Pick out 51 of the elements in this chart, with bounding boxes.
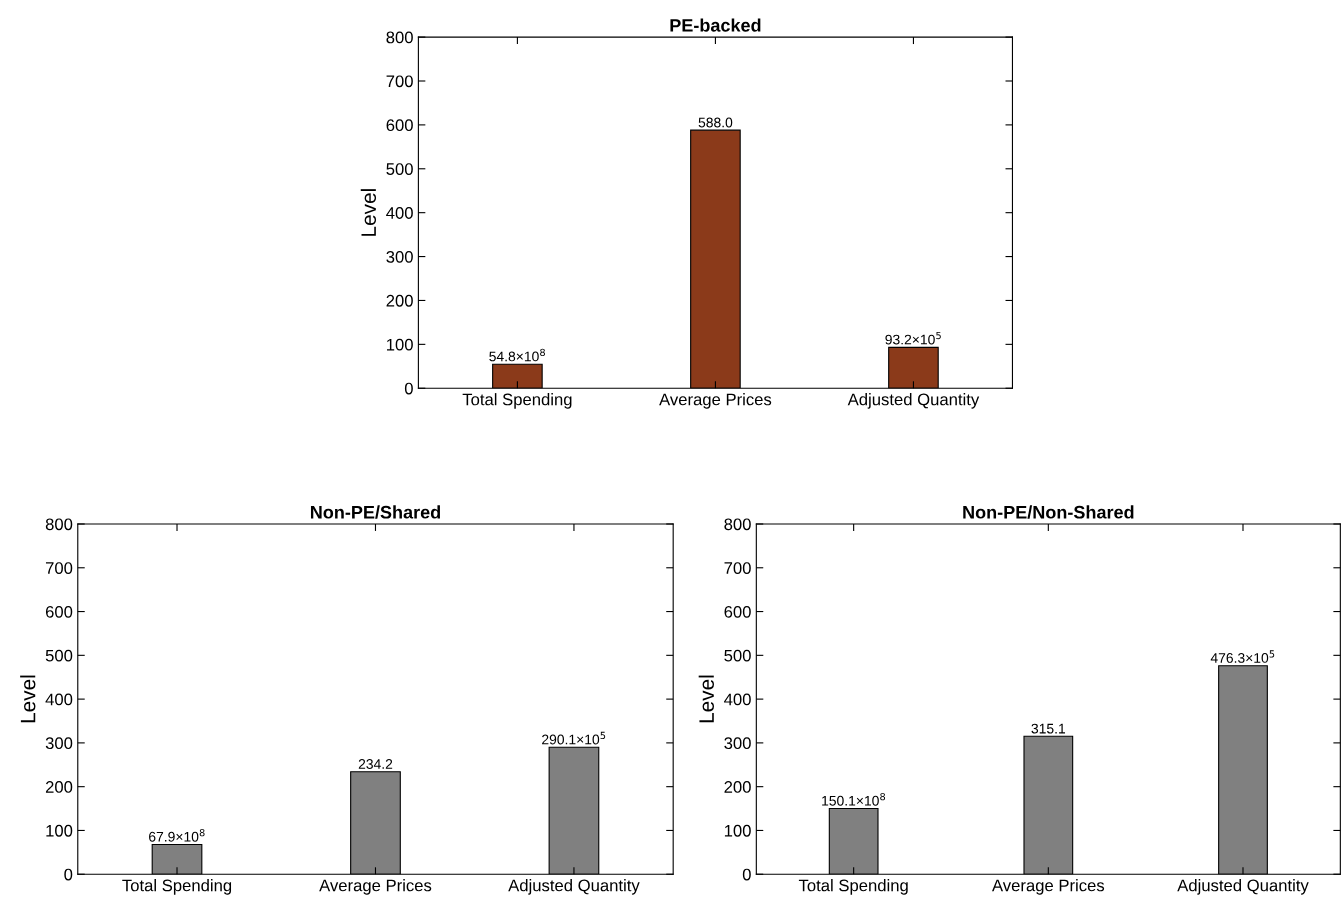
y-tick-label: 600 <box>45 605 73 618</box>
y-tick-label: 700 <box>724 562 751 574</box>
y-tick-label: 800 <box>45 518 73 531</box>
y-tick-label: 300 <box>45 737 73 750</box>
y-tick-label: 500 <box>45 649 73 662</box>
text: 150.1×10$^{8}$ <box>822 793 886 806</box>
x-tick-label: Total Spending <box>122 879 232 895</box>
y-tick-label: 600 <box>724 605 751 618</box>
y-tick-label: 0 <box>64 868 73 881</box>
text: 290.1×10$^{5}$ <box>542 731 606 745</box>
x-tick-label: Total Spending <box>798 879 908 895</box>
y-tick-label: 0 <box>742 868 751 881</box>
y-tick-label: 400 <box>386 207 413 219</box>
x-tick-label: Average Prices <box>319 879 432 895</box>
y-tick-label: 800 <box>724 518 751 531</box>
y-tick-label: 200 <box>45 781 73 793</box>
y-tick-label: 0 <box>404 382 413 395</box>
y-tick-label: 800 <box>386 31 413 44</box>
y-tick-label: 700 <box>45 562 73 574</box>
x-tick-label: Adjusted Quantity <box>1177 879 1309 895</box>
y-tick-label: 100 <box>46 824 73 837</box>
y-tick-label: 300 <box>724 737 751 750</box>
x-tick-label: Adjusted Quantity <box>847 393 980 409</box>
text: 476.3×10$^{5}$ <box>1210 650 1275 663</box>
x-tick-label: Average Prices <box>992 879 1105 895</box>
chart-title: PE-backed <box>670 18 761 32</box>
text: 588.0 <box>698 117 733 128</box>
x-tick-label: Total Spending <box>462 393 572 409</box>
y-axis-title: Level <box>360 189 377 236</box>
text: 315.1 <box>1031 723 1066 734</box>
text: 234.2 <box>358 759 393 769</box>
text: 54.8×10$^{8}$ <box>489 348 545 362</box>
y-axis-title: Level <box>698 675 714 723</box>
chart-title: Non-PE/Shared <box>310 505 440 519</box>
y-tick-label: 700 <box>386 75 413 88</box>
y-tick-label: 100 <box>724 824 751 837</box>
y-tick-label: 300 <box>386 250 413 263</box>
y-tick-label: 100 <box>387 338 413 351</box>
y-tick-label: 400 <box>45 693 73 706</box>
y-tick-label: 400 <box>724 693 751 706</box>
chart-title: Non-PE/Non-Shared <box>963 505 1134 519</box>
text: 67.9×10$^{8}$ <box>149 828 205 842</box>
y-tick-label: 600 <box>386 119 413 132</box>
y-tick-label: 200 <box>386 294 413 307</box>
y-tick-label: 500 <box>724 649 751 662</box>
text: 93.2×10$^{5}$ <box>885 331 941 345</box>
y-axis-title: Level <box>20 675 36 723</box>
y-tick-label: 200 <box>724 781 751 793</box>
x-tick-label: Average Prices <box>659 393 772 409</box>
x-tick-label: Adjusted Quantity <box>508 879 640 895</box>
y-tick-label: 500 <box>386 163 413 175</box>
